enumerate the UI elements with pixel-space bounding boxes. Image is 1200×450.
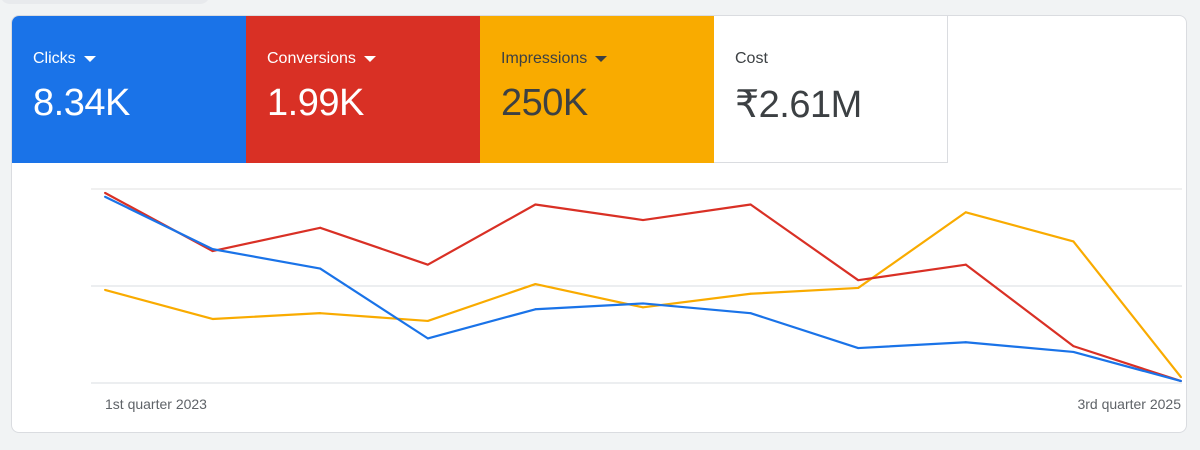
data-point-conversions (642, 219, 644, 222)
data-point-clicks (104, 195, 106, 198)
data-point-impressions (964, 211, 967, 214)
data-point-conversions (857, 279, 860, 282)
data-point-clicks (642, 302, 644, 305)
metric-value: 250K (501, 82, 588, 124)
data-point-impressions (104, 288, 106, 291)
data-point-impressions (1072, 240, 1075, 243)
data-point-clicks (857, 347, 860, 350)
data-point-impressions (857, 286, 860, 289)
data-point-conversions (964, 263, 967, 266)
data-point-clicks (1072, 350, 1075, 353)
metric-label: Clicks (33, 50, 76, 67)
metric-tile-clicks[interactable]: Clicks 8.34K (12, 16, 246, 163)
data-point-impressions (642, 306, 644, 309)
data-point-clicks (426, 337, 429, 340)
metric-label: Cost (735, 50, 768, 67)
data-point-conversions (319, 226, 322, 229)
data-point-conversions (534, 203, 537, 206)
caret-down-icon[interactable] (83, 56, 96, 62)
data-point-clicks (749, 312, 752, 315)
top-tab-fragment (0, 0, 210, 4)
metric-tile-impressions[interactable]: Impressions 250K (480, 16, 714, 163)
data-point-impressions (749, 292, 752, 295)
series-line-clicks (104, 195, 1182, 383)
metric-tile-cost[interactable]: Cost ₹2.61M (714, 16, 948, 163)
data-point-conversions (104, 191, 106, 194)
data-point-impressions (1180, 376, 1182, 379)
metric-tile-conversions[interactable]: Conversions 1.99K (246, 16, 480, 163)
data-point-conversions (1072, 345, 1075, 348)
line-chart: 1st quarter 2023 3rd quarter 2025 (91, 188, 1182, 412)
data-point-impressions (211, 317, 214, 320)
metric-label: Impressions (501, 50, 588, 67)
data-point-conversions (749, 203, 752, 206)
x-tick-label-first: 1st quarter 2023 (105, 396, 207, 412)
data-point-clicks (1180, 380, 1182, 383)
caret-down-icon[interactable] (363, 56, 376, 62)
data-point-clicks (211, 248, 214, 251)
performance-card: Clicks 8.34K Conversions 1.99K Impressio… (11, 15, 1187, 433)
metric-value: 1.99K (267, 82, 364, 124)
series-line-conversions (104, 191, 1182, 383)
data-point-impressions (319, 312, 322, 315)
caret-down-icon[interactable] (595, 56, 608, 62)
data-point-clicks (534, 308, 537, 311)
metric-value: ₹2.61M (735, 84, 862, 126)
series-line-impressions (104, 211, 1182, 378)
data-point-conversions (211, 250, 214, 253)
data-point-conversions (426, 263, 429, 266)
data-point-clicks (964, 341, 967, 344)
metric-tiles: Clicks 8.34K Conversions 1.99K Impressio… (12, 16, 948, 163)
data-point-impressions (426, 319, 429, 322)
metric-label: Conversions (267, 50, 356, 67)
x-tick-label-last: 3rd quarter 2025 (1077, 396, 1181, 412)
data-point-impressions (534, 283, 537, 286)
data-point-clicks (319, 267, 322, 270)
metric-value: 8.34K (33, 82, 130, 124)
